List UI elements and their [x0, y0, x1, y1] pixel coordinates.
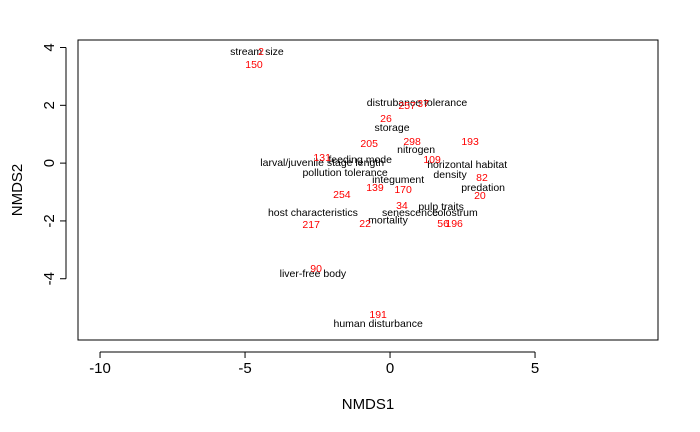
point-label: integument	[372, 174, 424, 186]
point-label: 56	[437, 218, 449, 230]
point-label: 82	[476, 172, 488, 184]
point-label: 20	[474, 190, 486, 202]
point-label: 90	[310, 263, 322, 275]
x-tick-label: 5	[531, 360, 539, 377]
point-label: distrubance tolerance	[367, 97, 468, 109]
point-label: 37	[417, 98, 429, 110]
y-tick-label: 4	[41, 43, 58, 51]
point-label: 109	[423, 154, 441, 166]
point-label: human disturbance	[333, 318, 422, 330]
point-label: pollution tolerance	[302, 167, 387, 179]
point-label: 191	[369, 309, 387, 321]
x-tick-label: 0	[386, 360, 394, 377]
point-label: feeding mode	[328, 154, 392, 166]
point-label: 254	[333, 189, 351, 201]
x-axis-title: NMDS1	[342, 396, 395, 413]
point-label: larval/juvenile stage length	[260, 157, 384, 169]
y-tick-label: 0	[41, 159, 58, 167]
point-label: senescence	[382, 207, 438, 219]
point-label: density	[433, 169, 467, 181]
point-label: predation	[461, 182, 505, 194]
x-tick-label: -5	[238, 360, 251, 377]
point-label: storage	[375, 122, 410, 134]
point-label: mortality	[368, 215, 408, 227]
point-label: 150	[245, 59, 263, 71]
point-label: 257	[398, 100, 416, 112]
point-label: 26	[380, 113, 392, 125]
plot-frame	[77, 39, 659, 341]
point-label: 2	[258, 46, 264, 58]
point-label: 298	[403, 136, 421, 148]
point-label: 193	[461, 136, 479, 148]
y-tick-label: -2	[41, 214, 58, 227]
point-label: stream size	[230, 46, 284, 58]
point-label: nitrogen	[397, 144, 435, 156]
point-label: 139	[366, 182, 384, 194]
point-label: 22	[359, 218, 371, 230]
point-label: host characteristics	[268, 207, 358, 219]
point-label: 217	[302, 219, 320, 231]
point-label: 131	[313, 152, 331, 164]
point-label: colostrum	[432, 207, 478, 219]
point-label: 205	[360, 138, 378, 150]
point-label: 34	[396, 200, 408, 212]
y-tick-label: 2	[41, 101, 58, 109]
point-label: pulp traits	[418, 201, 464, 213]
y-axis-title: NMDS2	[9, 164, 26, 217]
x-tick-label: -10	[89, 360, 111, 377]
y-tick-label: -4	[41, 272, 58, 285]
point-label: 170	[394, 184, 412, 196]
point-label: horizontal habitat	[427, 159, 507, 171]
point-label: 196	[445, 218, 463, 230]
point-label: liver-free body	[280, 268, 347, 280]
